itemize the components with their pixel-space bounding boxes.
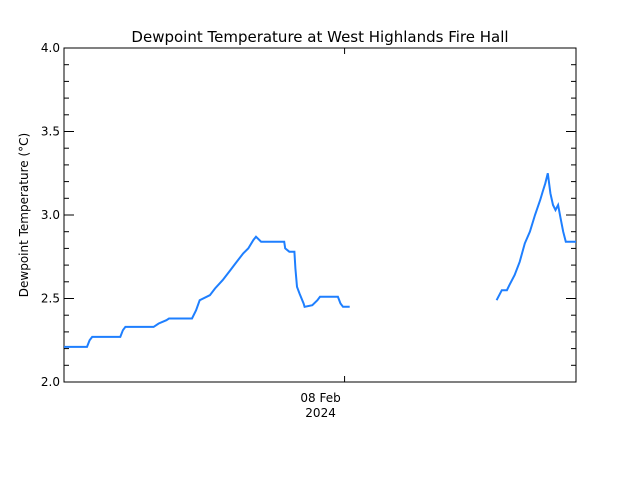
y-tick-label: 4.0 [41, 41, 60, 55]
dewpoint-series [64, 173, 576, 348]
y-axis-label: Dewpoint Temperature (°C) [17, 133, 31, 297]
series-line [495, 173, 576, 301]
x-tick-label: 08 Feb [300, 391, 340, 405]
y-tick-label: 2.5 [41, 292, 60, 306]
y-axis-ticks: 2.0 2.5 3.0 3.5 4.0 [41, 41, 576, 389]
chart-title: Dewpoint Temperature at West Highlands F… [131, 28, 508, 46]
plot-frame [63, 47, 577, 383]
y-tick-label: 3.0 [41, 208, 60, 222]
y-tick-label: 2.0 [41, 375, 60, 389]
x-tick-sublabel: 2024 [305, 406, 336, 420]
series-line [64, 235, 350, 348]
y-tick-label: 3.5 [41, 125, 60, 139]
